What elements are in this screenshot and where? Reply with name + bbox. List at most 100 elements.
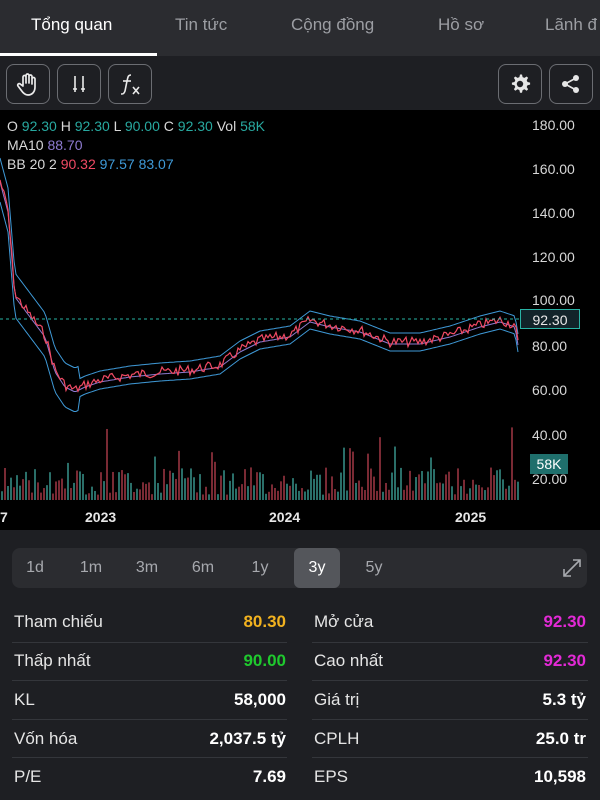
volume-bar — [151, 494, 153, 500]
range-3y[interactable]: 3y — [294, 548, 340, 588]
volume-bar — [343, 447, 345, 500]
volume-bar — [214, 461, 216, 500]
volume-bar — [34, 469, 36, 500]
hand-tool-button[interactable] — [6, 64, 50, 104]
volume-bar — [154, 456, 156, 500]
volume-bar — [208, 494, 210, 500]
volume-bar — [301, 488, 303, 500]
function-button[interactable] — [108, 64, 152, 104]
volume-bar — [106, 428, 108, 500]
volume-bar — [328, 493, 330, 500]
volume-bar — [163, 468, 165, 500]
volume-bar — [232, 473, 234, 500]
volume-bar — [10, 477, 12, 500]
volume-bar — [52, 493, 54, 500]
volume-bar — [514, 479, 516, 500]
settings-icon — [511, 74, 531, 93]
tab-news[interactable]: Tin tức — [175, 15, 228, 34]
range-5y[interactable]: 5y — [365, 559, 383, 576]
range-1m[interactable]: 1m — [79, 559, 103, 576]
volume-bar — [70, 488, 72, 500]
hand-icon — [16, 73, 36, 96]
volume-bar — [517, 481, 519, 500]
volume-bar — [352, 451, 354, 500]
volume-bar — [286, 483, 288, 500]
volume-bar — [481, 487, 483, 500]
indicator-button[interactable] — [57, 64, 101, 104]
tab-overview[interactable]: Tổng quan — [31, 15, 113, 34]
volume-bar — [400, 467, 402, 500]
volume-bar — [316, 474, 318, 500]
volume-bar — [256, 472, 258, 500]
ohlc-legend: O 92.30 H 92.30 L 90.00 C 92.30 Vol 58K — [7, 118, 266, 134]
tab-leadership[interactable]: Lãnh đ — [545, 15, 597, 34]
volume-bar — [121, 470, 123, 500]
volume-bar — [313, 478, 315, 500]
volume-bar — [268, 491, 270, 500]
volume-bar — [64, 488, 66, 500]
volume-bar — [253, 485, 255, 500]
volume-bar — [340, 472, 342, 500]
volume-bar — [43, 488, 45, 500]
volume-bar — [223, 470, 225, 500]
volume-bar — [55, 481, 57, 500]
share-button[interactable] — [549, 64, 593, 104]
stat-label-low: Thấp nhất — [14, 651, 91, 670]
volume-bar — [424, 483, 426, 500]
volume-bar — [298, 490, 300, 500]
volume-bar — [139, 489, 141, 500]
volume-bar — [505, 488, 507, 500]
volume-bar — [478, 485, 480, 500]
volume-bar — [442, 483, 444, 500]
divider — [312, 719, 588, 720]
volume-bar — [22, 479, 24, 500]
range-1y[interactable]: 1y — [251, 559, 269, 576]
volume-bar — [238, 486, 240, 500]
stat-label-volume: KL — [14, 690, 35, 709]
volume-bar — [79, 471, 81, 500]
volume-bar — [58, 480, 60, 500]
volume-bar — [217, 494, 219, 500]
stat-label-open: Mở cửa — [314, 612, 374, 631]
stat-value-open: 92.30 — [543, 612, 586, 631]
volume-bar — [112, 471, 114, 500]
volume-bar — [307, 489, 309, 500]
expand-icon[interactable] — [560, 556, 584, 580]
range-3m[interactable]: 3m — [135, 559, 159, 576]
volume-bar — [85, 494, 87, 500]
volume-bar — [430, 457, 432, 500]
price-chart[interactable]: O 92.30 H 92.30 L 90.00 C 92.30 Vol 58K … — [0, 110, 600, 530]
volume-bar — [190, 468, 192, 500]
volume-bar — [130, 482, 132, 500]
tab-profile[interactable]: Hồ sơ — [438, 15, 485, 34]
range-6m[interactable]: 6m — [191, 559, 215, 576]
volume-bar — [454, 494, 456, 500]
volume-bar — [76, 470, 78, 500]
volume-bar — [469, 488, 471, 500]
range-1d[interactable]: 1d — [26, 559, 44, 576]
volume-bar — [109, 492, 111, 500]
volume-bar — [304, 491, 306, 500]
volume-bar — [373, 476, 375, 500]
y-tick: 80.00 — [532, 338, 568, 354]
volume-bar — [283, 475, 285, 500]
volume-bar — [13, 487, 15, 500]
volume-bar — [490, 467, 492, 500]
volume-bar — [103, 481, 105, 500]
volume-bar — [364, 489, 366, 500]
volume-bar — [319, 474, 321, 500]
x-tick: 2024 — [269, 509, 301, 525]
volume-bar — [412, 490, 414, 500]
volume-bar — [199, 474, 201, 500]
volume-bar — [211, 452, 213, 500]
volume-bar — [169, 470, 171, 500]
volume-bar — [436, 483, 438, 500]
volume-bar — [334, 489, 336, 500]
tab-community[interactable]: Cộng đồng — [291, 15, 375, 34]
volume-bar — [388, 489, 390, 500]
y-tick: 140.00 — [532, 205, 575, 221]
settings-button[interactable] — [498, 64, 542, 104]
y-tick: 40.00 — [532, 427, 568, 443]
volume-bar — [142, 482, 144, 500]
volume-bar — [409, 470, 411, 500]
